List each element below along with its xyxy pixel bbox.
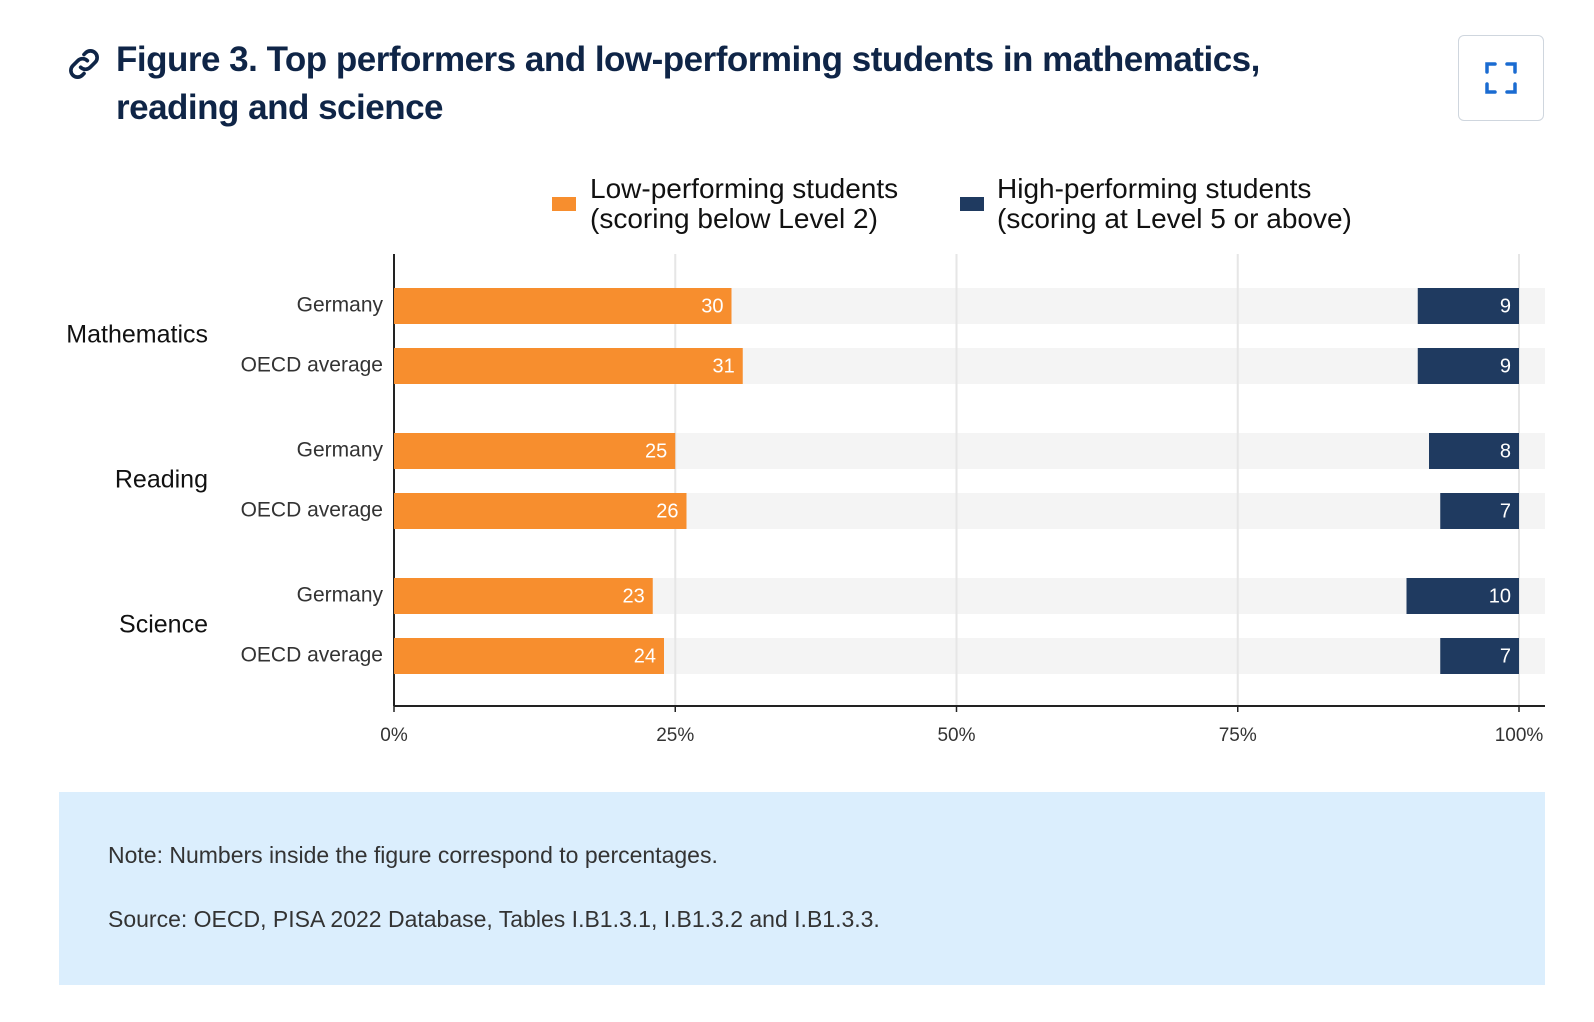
expand-button[interactable] (1458, 35, 1544, 121)
category-label: OECD average (241, 499, 383, 522)
source: Source: OECD, PISA 2022 Database, Tables… (108, 906, 880, 932)
value-label: 9 (1500, 355, 1511, 377)
bar (394, 433, 676, 469)
note: Note: Numbers inside the figure correspo… (108, 842, 718, 868)
bar (1417, 348, 1519, 384)
legend-label: Low-performing students (scoring below L… (590, 173, 899, 234)
bar (394, 638, 664, 674)
x-tick-label: 75% (1219, 725, 1257, 746)
link-icon[interactable] (64, 44, 104, 84)
bar (1417, 288, 1519, 324)
value-label: 10 (1489, 585, 1511, 607)
value-label: 26 (656, 500, 678, 522)
bar (1440, 493, 1519, 529)
figure-title: Figure 3. Top performers and low-perform… (116, 40, 1260, 127)
group-label: Mathematics (66, 321, 208, 349)
value-label: 7 (1500, 500, 1511, 522)
bar (1440, 638, 1519, 674)
group-label: Science (119, 611, 208, 639)
category-label: Germany (297, 439, 384, 462)
category-label: OECD average (241, 644, 383, 667)
bar (1406, 578, 1519, 614)
legend-swatch (552, 197, 576, 211)
value-label: 25 (645, 440, 667, 462)
value-label: 9 (1500, 295, 1511, 317)
x-tick-label: 100% (1495, 725, 1544, 746)
x-tick-label: 25% (656, 725, 694, 746)
value-label: 24 (634, 645, 656, 667)
note-box: Note: Numbers inside the figure correspo… (59, 792, 1545, 985)
bar (394, 348, 743, 384)
chart: 0% 25% 50% 75% 100% Germany OECD average German… (66, 254, 1545, 746)
category-label: OECD average (241, 354, 383, 377)
legend-swatch (960, 197, 984, 211)
x-tick-label: 0% (380, 725, 408, 746)
value-label: 8 (1500, 440, 1511, 462)
group-label: Reading (115, 466, 208, 494)
bar (1429, 433, 1519, 469)
legend-label: High-performing students (scoring at Lev… (997, 173, 1352, 234)
bar (394, 288, 732, 324)
category-label: Germany (297, 584, 384, 607)
bar (394, 578, 653, 614)
value-label: 30 (701, 295, 723, 317)
value-label: 23 (623, 585, 645, 607)
value-label: 7 (1500, 645, 1511, 667)
expand-icon (1485, 62, 1517, 94)
bar (394, 493, 687, 529)
category-label: Germany (297, 294, 384, 317)
value-label: 31 (713, 355, 735, 377)
x-tick-label: 50% (937, 725, 975, 746)
